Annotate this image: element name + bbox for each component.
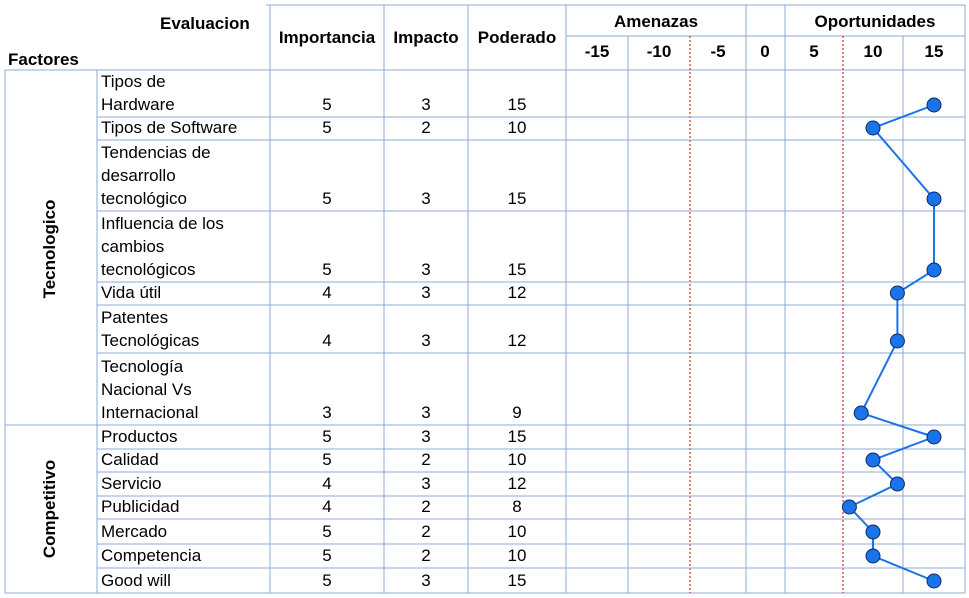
poderado-value: 9 xyxy=(512,403,522,422)
data-point xyxy=(926,191,942,207)
impacto-value: 2 xyxy=(421,497,431,516)
impacto-value: 3 xyxy=(421,283,431,302)
impacto-value: 3 xyxy=(421,189,431,208)
data-point xyxy=(865,524,881,540)
impacto-value: 2 xyxy=(421,118,431,137)
importancia-value: 5 xyxy=(322,260,332,279)
importancia-value: 4 xyxy=(322,331,332,350)
importancia-value: 3 xyxy=(322,403,332,422)
factor-label: Servicio xyxy=(101,474,162,493)
importancia-value: 5 xyxy=(322,95,332,114)
scale-tick-label: 0 xyxy=(760,42,770,61)
data-point xyxy=(889,476,905,492)
poderado-value: 15 xyxy=(507,427,527,446)
data-point xyxy=(889,285,905,301)
header-factores: Factores xyxy=(8,50,79,69)
impacto-value: 3 xyxy=(421,571,431,590)
importancia-value: 4 xyxy=(322,283,332,302)
scale-tick-label: -5 xyxy=(710,42,726,61)
data-point xyxy=(865,120,881,136)
impacto-value: 2 xyxy=(421,522,431,541)
data-point xyxy=(926,573,942,589)
poderado-value: 15 xyxy=(507,95,527,114)
data-point xyxy=(889,333,905,349)
poderado-value: 10 xyxy=(507,522,527,541)
importancia-value: 4 xyxy=(322,497,332,516)
data-point xyxy=(926,97,942,113)
poderado-value: 15 xyxy=(507,260,527,279)
importancia-value: 5 xyxy=(322,546,332,565)
header-poderado: Poderado xyxy=(477,28,557,47)
header-importancia: Importancia xyxy=(278,28,376,47)
factor-label: Competencia xyxy=(101,546,202,565)
factor-label: Productos xyxy=(101,427,178,446)
data-point xyxy=(865,452,881,468)
header-amenazas: Amenazas xyxy=(613,12,699,31)
factor-label: Vida útil xyxy=(101,283,162,302)
header-impacto: Impacto xyxy=(393,28,459,47)
impacto-value: 3 xyxy=(421,403,431,422)
poderado-value: 10 xyxy=(507,546,527,565)
factor-label: Tecnología Nacional Vs Internacional xyxy=(101,357,199,422)
poderado-value: 12 xyxy=(507,331,527,350)
factor-label: Tipos de Software xyxy=(101,118,238,137)
scale-tick-label: -10 xyxy=(646,42,672,61)
data-point xyxy=(853,405,869,421)
importancia-value: 4 xyxy=(322,474,332,493)
scale-tick-label: -15 xyxy=(584,42,610,61)
header-evaluacion: Evaluacion xyxy=(160,14,250,33)
factor-label: Publicidad xyxy=(101,497,180,516)
poderado-value: 8 xyxy=(512,497,522,516)
impacto-value: 2 xyxy=(421,450,431,469)
scale-tick-label: 5 xyxy=(809,42,819,61)
importancia-value: 5 xyxy=(322,118,332,137)
header-oportunidades: Oportunidades xyxy=(814,12,936,31)
factor-label: Tipos de Hardware xyxy=(101,72,175,114)
factor-label: Tendencias de desarrollo tecnológico xyxy=(101,143,211,208)
poderado-value: 10 xyxy=(507,118,527,137)
impacto-value: 2 xyxy=(421,546,431,565)
scale-tick-label: 10 xyxy=(863,42,883,61)
impacto-value: 3 xyxy=(421,474,431,493)
data-point xyxy=(841,499,857,515)
poderado-value: 15 xyxy=(507,571,527,590)
group-label-competitivo: Competitivo xyxy=(40,459,59,559)
importancia-value: 5 xyxy=(322,189,332,208)
impacto-value: 3 xyxy=(421,260,431,279)
data-point xyxy=(926,262,942,278)
factor-label: Patentes Tecnológicas xyxy=(101,308,200,350)
poderado-value: 10 xyxy=(507,450,527,469)
impacto-value: 3 xyxy=(421,95,431,114)
poderado-value: 15 xyxy=(507,189,527,208)
data-point xyxy=(865,548,881,564)
impacto-value: 3 xyxy=(421,331,431,350)
importancia-value: 5 xyxy=(322,571,332,590)
scale-tick-label: 15 xyxy=(924,42,944,61)
poderado-value: 12 xyxy=(507,283,527,302)
importancia-value: 5 xyxy=(322,522,332,541)
poderado-value: 12 xyxy=(507,474,527,493)
factor-label: Mercado xyxy=(101,522,168,541)
factor-label: Calidad xyxy=(101,450,159,469)
importancia-value: 5 xyxy=(322,450,332,469)
factor-label: Influencia de los cambios tecnológicos xyxy=(101,214,224,279)
data-point xyxy=(926,429,942,445)
importancia-value: 5 xyxy=(322,427,332,446)
factor-label: Good will xyxy=(101,571,171,590)
group-label-tecnologico: Tecnologico xyxy=(40,199,59,299)
impacto-value: 3 xyxy=(421,427,431,446)
